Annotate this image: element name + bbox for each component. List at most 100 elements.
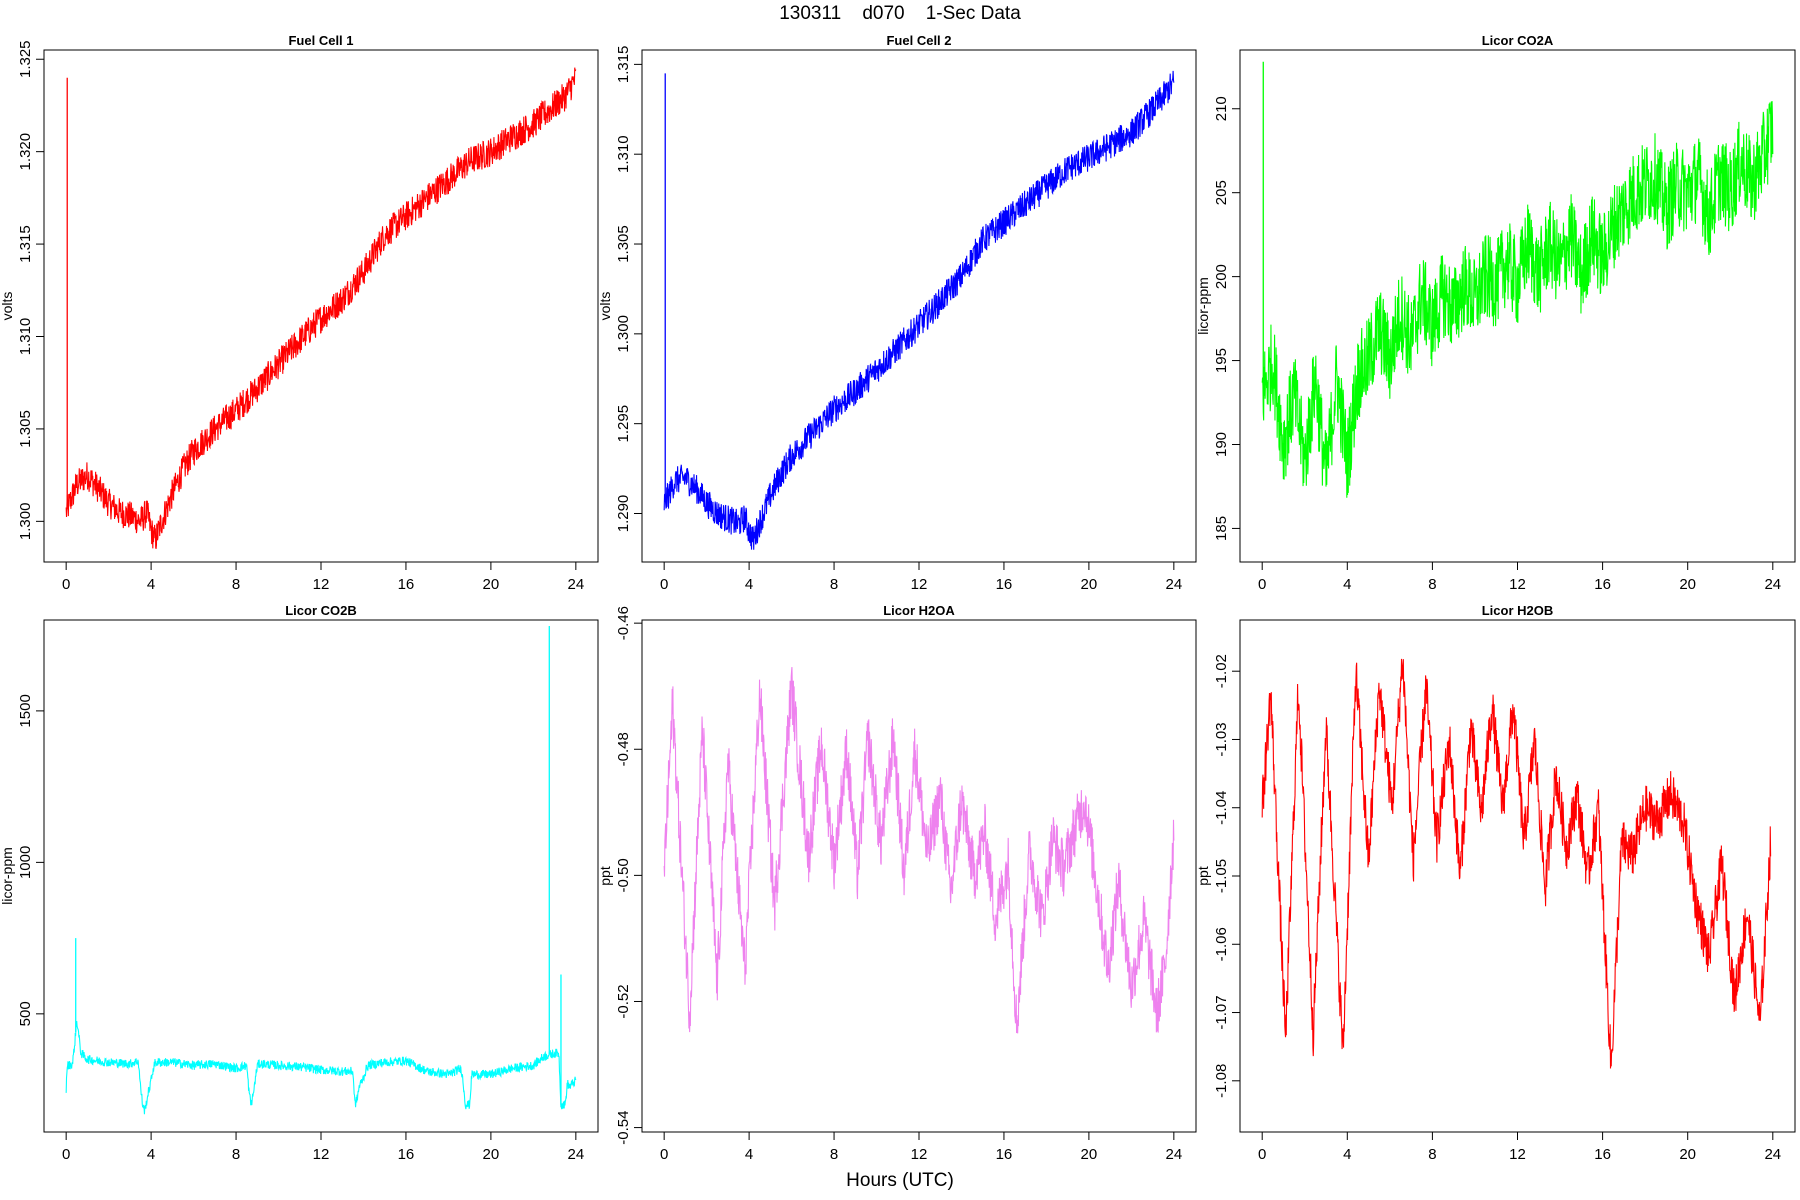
x-tick-label: 8 xyxy=(830,576,838,593)
x-tick-label: 24 xyxy=(1165,1146,1182,1163)
x-tick-label: 20 xyxy=(483,1146,500,1163)
x-tick-label: 24 xyxy=(1165,576,1182,593)
x-tick-label: 24 xyxy=(567,1146,584,1163)
y-axis-label: volts xyxy=(0,292,15,321)
chart-panel-5: 0 4 8 12 16 20 24 -0.54 -0.52 -0.50 -0.48 -0.46 Lico… xyxy=(597,603,1197,1163)
y-axis-label: volts xyxy=(597,292,613,321)
y-tick-label: 1.310 xyxy=(615,135,632,173)
x-tick-label: 4 xyxy=(1343,576,1351,593)
y-tick-label: 200 xyxy=(1213,264,1230,289)
panel-title: Licor H2OA xyxy=(883,603,955,618)
x-tick-label: 8 xyxy=(1428,1146,1436,1163)
panel-title: Licor CO2A xyxy=(1482,33,1554,48)
y-tick-label: 1.300 xyxy=(615,315,632,353)
y-tick-label: 1.310 xyxy=(17,318,34,356)
x-tick-label: 12 xyxy=(911,1146,928,1163)
y-tick-label: 1000 xyxy=(17,846,34,879)
y-tick-label: 1.295 xyxy=(615,405,632,443)
x-tick-label: 12 xyxy=(313,576,330,593)
y-tick-label: -0.54 xyxy=(615,1110,632,1144)
panel-title: Fuel Cell 2 xyxy=(886,33,951,48)
x-tick-label: 4 xyxy=(147,1146,155,1163)
x-tick-label: 20 xyxy=(1081,1146,1098,1163)
y-tick-label: 190 xyxy=(1213,432,1230,457)
plot-frame xyxy=(641,619,1197,1133)
y-axis-label: ppt xyxy=(597,866,613,886)
plot-frame xyxy=(641,49,1197,563)
y-tick-label: 195 xyxy=(1213,348,1230,373)
y-tick-label: -1.05 xyxy=(1213,859,1230,893)
y-tick-label: 1.325 xyxy=(17,40,34,78)
x-tick-label: 24 xyxy=(1764,1146,1781,1163)
panel-title: Fuel Cell 1 xyxy=(288,33,353,48)
chart-panel-1: 0 4 8 12 16 20 24 1.300 1.305 1.310 1.315 1.320 1.32… xyxy=(0,33,599,593)
y-tick-label: 1.320 xyxy=(17,133,34,171)
chart-panel-2: 0 4 8 12 16 20 24 1.290 1.295 1.300 1.305 1.310 1.31… xyxy=(597,33,1197,593)
figure-title: 130311 d070 1-Sec Data xyxy=(779,3,1021,24)
series-line xyxy=(663,70,1175,550)
x-tick-label: 24 xyxy=(1764,576,1781,593)
series-line xyxy=(65,1021,577,1115)
panel-title: Licor CO2B xyxy=(285,603,357,618)
x-tick-label: 0 xyxy=(62,576,70,593)
plot-frame xyxy=(43,619,599,1133)
series-line xyxy=(65,67,577,549)
x-tick-label: 8 xyxy=(1428,576,1436,593)
y-tick-label: -1.07 xyxy=(1213,995,1230,1029)
y-tick-label: -0.52 xyxy=(615,984,632,1018)
y-tick-label: 1.305 xyxy=(17,410,34,448)
x-tick-label: 0 xyxy=(660,1146,668,1163)
y-axis-label: licor-ppm xyxy=(1195,277,1211,335)
x-tick-label: 16 xyxy=(996,576,1013,593)
x-tick-label: 20 xyxy=(483,576,500,593)
panel-title: Licor H2OB xyxy=(1482,603,1554,618)
figure-xlabel: Hours (UTC) xyxy=(846,1170,954,1191)
x-tick-label: 12 xyxy=(1509,1146,1526,1163)
x-tick-label: 0 xyxy=(62,1146,70,1163)
y-tick-label: -1.04 xyxy=(1213,791,1230,825)
plot-frame xyxy=(1239,619,1796,1133)
x-tick-label: 12 xyxy=(313,1146,330,1163)
x-tick-label: 20 xyxy=(1081,576,1098,593)
plot-frame xyxy=(43,49,599,563)
x-tick-label: 20 xyxy=(1679,576,1696,593)
x-tick-label: 16 xyxy=(1594,1146,1611,1163)
y-tick-label: 1.300 xyxy=(17,503,34,541)
y-axis-label: licor-ppm xyxy=(0,847,15,905)
y-tick-label: 1.305 xyxy=(615,225,632,263)
x-tick-label: 16 xyxy=(1594,576,1611,593)
x-tick-label: 0 xyxy=(1258,576,1266,593)
x-tick-label: 0 xyxy=(1258,1146,1266,1163)
y-tick-label: -1.06 xyxy=(1213,927,1230,961)
x-tick-label: 20 xyxy=(1679,1146,1696,1163)
x-tick-label: 8 xyxy=(830,1146,838,1163)
y-tick-label: -0.46 xyxy=(615,606,632,640)
y-tick-label: 1.315 xyxy=(615,46,632,84)
y-tick-label: -1.03 xyxy=(1213,722,1230,756)
y-tick-label: 205 xyxy=(1213,180,1230,205)
chart-panel-3: 0 4 8 12 16 20 24 185 190 195 200 205 210 Licor CO2A l… xyxy=(1195,33,1796,593)
y-tick-label: -0.50 xyxy=(615,858,632,892)
y-tick-label: 1.290 xyxy=(615,495,632,533)
x-tick-label: 16 xyxy=(398,576,415,593)
x-tick-label: 16 xyxy=(398,1146,415,1163)
x-tick-label: 0 xyxy=(660,576,668,593)
series-line xyxy=(1261,658,1772,1069)
y-tick-label: 210 xyxy=(1213,96,1230,121)
y-tick-label: 1.315 xyxy=(17,225,34,263)
x-tick-label: 4 xyxy=(147,576,155,593)
y-tick-label: -0.48 xyxy=(615,732,632,766)
chart-panel-4: 0 4 8 12 16 20 24 500 1000 1500 Licor CO2B licor-pp… xyxy=(0,603,599,1163)
y-axis-label: ppt xyxy=(1195,866,1211,886)
y-tick-label: 185 xyxy=(1213,516,1230,541)
series-line xyxy=(663,667,1175,1034)
x-tick-label: 12 xyxy=(1509,576,1526,593)
y-tick-label: 500 xyxy=(17,1001,34,1026)
x-tick-label: 8 xyxy=(232,576,240,593)
x-tick-label: 24 xyxy=(567,576,584,593)
y-tick-label: -1.08 xyxy=(1213,1064,1230,1098)
series-line xyxy=(1261,101,1774,498)
y-tick-label: -1.02 xyxy=(1213,654,1230,688)
x-tick-label: 4 xyxy=(745,576,753,593)
